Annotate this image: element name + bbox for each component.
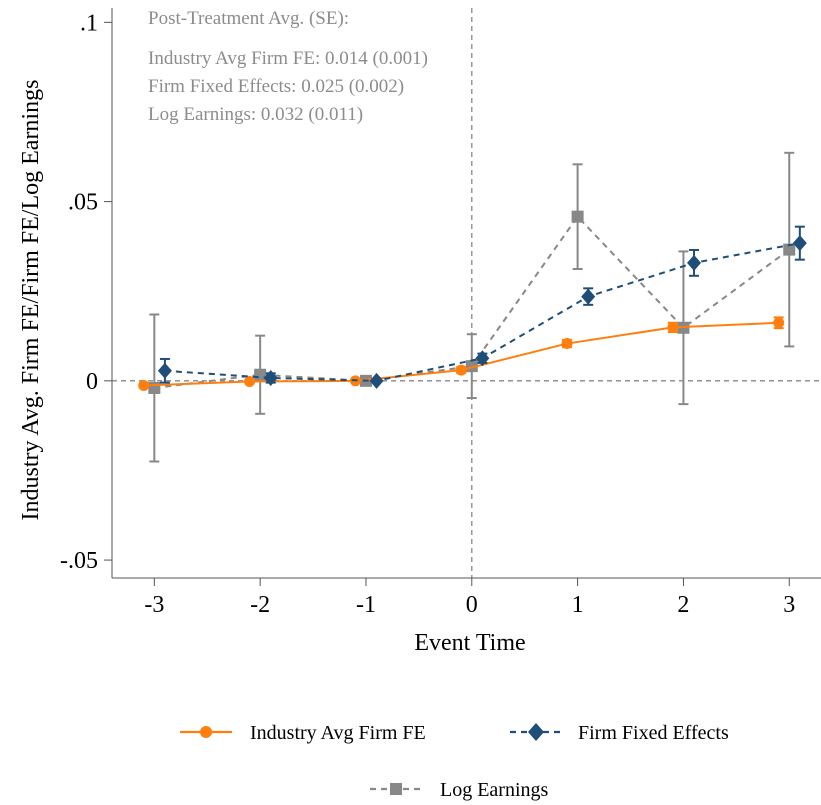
data-point bbox=[571, 210, 584, 223]
x-tick-label: 1 bbox=[572, 592, 584, 618]
y-tick-label: -.05 bbox=[60, 548, 98, 574]
data-point bbox=[455, 364, 467, 376]
axes: -.05 0 .05 .1 -3 -2 -1 0 1 2 3 bbox=[60, 8, 821, 618]
y-axis-label: Industry Avg. Firm FE/Firm FE/Log Earnin… bbox=[18, 80, 44, 521]
x-tick-label: -2 bbox=[250, 592, 270, 618]
annotation-line: Industry Avg Firm FE: 0.014 (0.001) bbox=[148, 48, 428, 69]
legend: Industry Avg Firm FE Firm Fixed Effects … bbox=[180, 722, 729, 801]
legend-item-log-earnings: Log Earnings bbox=[370, 779, 549, 801]
data-point bbox=[783, 243, 796, 256]
x-tick-label: -3 bbox=[144, 592, 164, 618]
annotation-line: Firm Fixed Effects: 0.025 (0.002) bbox=[148, 76, 404, 97]
x-tick-label: 2 bbox=[677, 592, 689, 618]
data-point bbox=[369, 372, 384, 389]
data-point bbox=[254, 368, 267, 381]
x-axis-label: Event Time bbox=[414, 630, 525, 656]
data-point bbox=[148, 382, 161, 394]
legend-label: Log Earnings bbox=[440, 779, 549, 801]
data-point bbox=[475, 350, 490, 367]
x-tick-label: 3 bbox=[783, 592, 795, 618]
legend-marker bbox=[390, 783, 402, 795]
annotation-line: Log Earnings: 0.032 (0.011) bbox=[148, 104, 363, 125]
data-point bbox=[687, 254, 702, 271]
data-point bbox=[157, 362, 172, 379]
series-firm-fixed-effects bbox=[157, 225, 807, 389]
data-point bbox=[581, 288, 596, 305]
legend-marker bbox=[528, 723, 544, 741]
y-tick-label: .05 bbox=[68, 190, 98, 216]
data-point bbox=[773, 317, 785, 329]
x-tick-label: -1 bbox=[356, 592, 376, 618]
annotation-header: Post-Treatment Avg. (SE): bbox=[148, 8, 349, 29]
data-point bbox=[667, 321, 679, 333]
data-point bbox=[561, 338, 573, 350]
y-tick-label: .1 bbox=[80, 10, 98, 36]
data-point bbox=[792, 235, 807, 252]
y-tick-label: 0 bbox=[86, 369, 98, 395]
data-point bbox=[263, 369, 278, 386]
plot-area bbox=[112, 8, 821, 578]
legend-label: Firm Fixed Effects bbox=[578, 722, 729, 744]
data-point bbox=[138, 379, 150, 391]
legend-item-industry-avg-firm-fe: Industry Avg Firm FE bbox=[180, 722, 426, 744]
legend-item-firm-fixed-effects: Firm Fixed Effects bbox=[510, 722, 729, 744]
series-industry-avg-firm-fe bbox=[138, 316, 785, 391]
legend-label: Industry Avg Firm FE bbox=[250, 722, 426, 744]
legend-marker bbox=[200, 726, 212, 738]
data-point bbox=[244, 376, 256, 388]
x-tick-label: 0 bbox=[466, 592, 478, 618]
